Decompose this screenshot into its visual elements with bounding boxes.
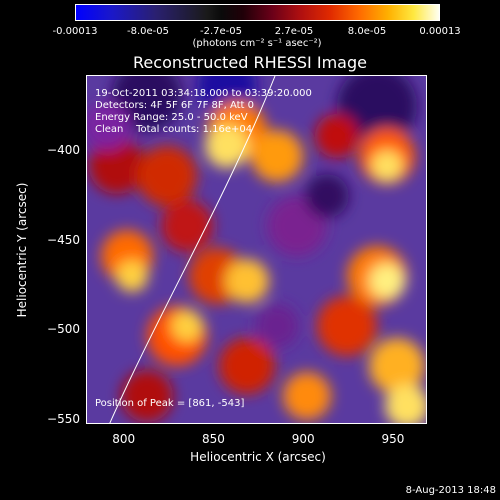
colorbar-unit: (photons cm⁻² s⁻¹ asec⁻²) [192,38,322,49]
emission-blob [112,76,182,131]
emission-blob [255,304,299,348]
emission-blob [205,124,249,168]
emission-blob [219,338,275,394]
x-axis-label: Heliocentric X (arcsec) [190,450,326,464]
annotation-energy: Energy Range: 25.0 - 50.0 keV [95,112,248,123]
emission-blob [116,260,148,292]
emission-blob [385,384,426,423]
plot-area: 19-Oct-2011 03:34:18.000 to 03:39:20.000… [86,75,427,424]
colorbar-tick-label: -0.00013 [52,26,98,37]
emission-blob [315,114,359,158]
emission-blob [137,146,197,206]
y-tick-label: −400 [47,143,80,158]
emission-blob [371,150,403,182]
emission-blob [317,296,377,356]
emission-blob [251,130,303,182]
colorbar [75,4,440,21]
emission-blob [171,310,203,342]
colorbar-tick-label: 2.7e-05 [274,26,314,37]
colorbar-tick-label: 0.00013 [419,26,461,37]
annotation-detectors: Detectors: 4F 5F 6F 7F 8F, Att 0 [95,100,255,111]
emission-blob [369,338,425,394]
emission-blob [369,263,405,299]
annotation-peak: Position of Peak = [861, -543] [95,398,245,409]
emission-blob [161,200,213,252]
x-tick-label: 800 [112,432,136,446]
x-tick-label: 850 [201,432,225,446]
emission-blob [89,138,145,194]
x-tick-label: 900 [291,432,315,446]
y-tick-label: −450 [47,232,80,247]
footer-date: 8-Aug-2013 18:48 [405,485,496,496]
annotation-time: 19-Oct-2011 03:34:18.000 to 03:39:20.000 [95,88,312,99]
y-tick-label: −500 [47,322,80,337]
x-tick-label: 950 [381,432,405,446]
chart-title: Reconstructed RHESSI Image [133,53,367,72]
annotation-clean: Clean Total counts: 1.16e+04 [95,124,253,135]
colorbar-tick-label: -8.0e-05 [127,26,169,37]
emission-blob [121,370,173,422]
heatmap-image [87,76,426,423]
colorbar-tick-label: -2.7e-05 [200,26,242,37]
solar-limb-line [109,76,276,423]
colorbar-tick-label: 8.0e-05 [347,26,387,37]
emission-blob [225,259,269,303]
emission-blob [283,372,331,420]
y-axis-label: Heliocentric Y (arcsec) [15,182,29,318]
y-tick-label: −550 [47,411,80,426]
emission-blob [305,174,349,218]
emission-blob [87,102,131,150]
